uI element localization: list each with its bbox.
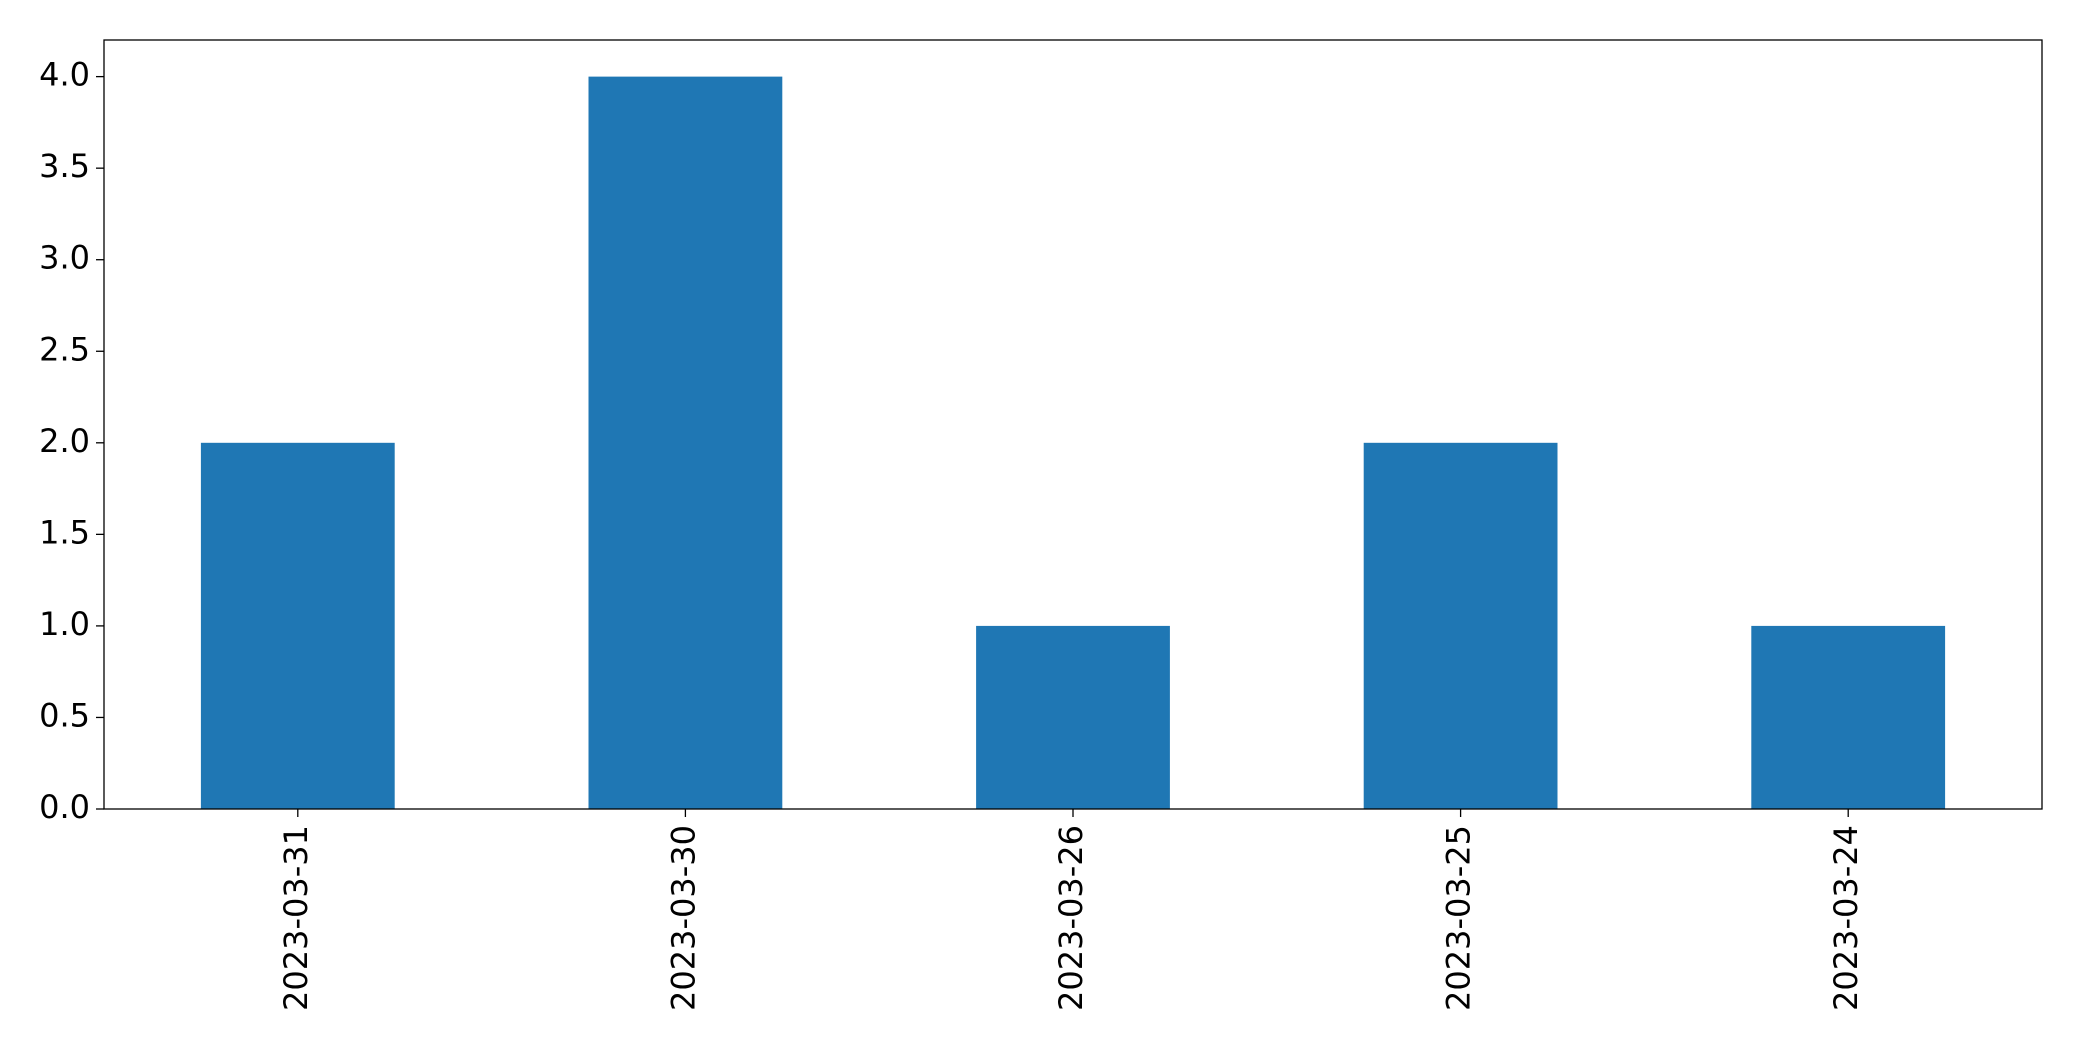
x-tick-label: 2023-03-24 <box>1827 825 1865 1011</box>
x-tick-label: 2023-03-31 <box>277 825 315 1011</box>
y-tick-label: 0.5 <box>39 696 90 734</box>
x-tick-label: 2023-03-26 <box>1052 825 1090 1011</box>
y-tick-label: 1.5 <box>39 513 90 551</box>
y-tick-label: 2.5 <box>39 330 90 368</box>
bar <box>976 625 1170 809</box>
y-tick-label: 3.5 <box>39 147 90 185</box>
plot-frame <box>103 39 2043 810</box>
bar <box>200 442 395 809</box>
x-tick-label: 2023-03-30 <box>664 825 702 1011</box>
y-tick-label: 3.0 <box>39 239 90 277</box>
bar <box>1363 442 1558 809</box>
y-tick-label: 0.0 <box>39 788 90 826</box>
y-tick-label: 1.0 <box>39 605 90 643</box>
y-tick-label: 2.0 <box>39 422 90 460</box>
bar <box>1751 625 1946 809</box>
x-tick-label: 2023-03-25 <box>1440 825 1478 1011</box>
bar <box>588 76 783 810</box>
y-tick-label: 4.0 <box>39 56 90 94</box>
